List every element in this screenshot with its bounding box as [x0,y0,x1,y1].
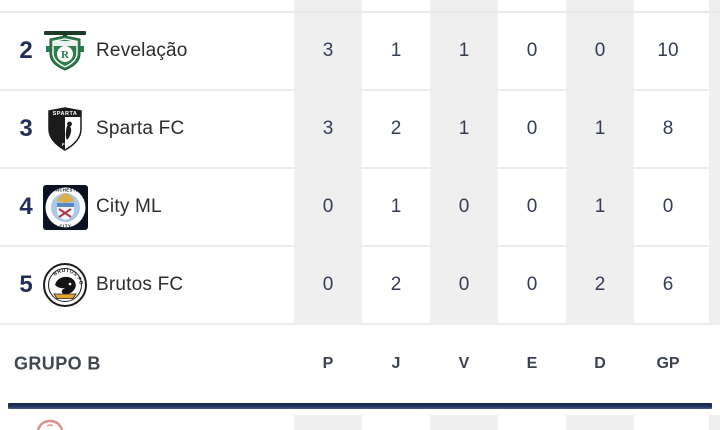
position-number: 5 [19,271,33,298]
cutoff-column-stripe [709,415,720,430]
column-header-e: E [526,355,538,372]
svg-text:CITY: CITY [59,223,71,228]
table-row-partial-bottom [0,415,720,430]
stat-j: 2 [390,118,402,139]
svg-text:R: R [61,49,70,61]
row-stats: 3 2 1 0 1 8 [294,91,702,167]
stat-d: 1 [566,91,634,167]
sparta-crest-icon: SPARTA FC [40,104,90,154]
stat-v: 1 [430,91,498,167]
row-stats: 0 1 0 0 1 0 [294,169,702,245]
cutoff-column-stripe [709,13,720,89]
stat-d: 2 [566,247,634,323]
stat-e: 0 [526,118,538,139]
city-crest-icon: MANCHESTER CITY [40,182,90,232]
group-separator-line [8,403,712,409]
group-b-header: GRUPO B P J V E D GP [0,325,720,403]
table-row-partial-top [0,0,720,13]
svg-text:MANCHESTER: MANCHESTER [48,187,82,192]
stat-j: 1 [390,196,402,217]
table-row-brutos[interactable]: 5 BRUTOS FC Brutos FC 0 2 0 [0,247,720,325]
stat-gp: 10 [657,40,679,61]
brutos-crest-icon: BRUTOS FC [40,260,90,310]
stat-gp: 6 [662,274,674,295]
stat-e: 0 [526,196,538,217]
partial-next-crest-icon [36,419,64,430]
svg-text:FC: FC [62,142,69,147]
row-stats: 0 2 0 0 2 6 [294,247,702,323]
stat-stripes [294,415,702,430]
team-name: City ML [96,196,162,217]
stat-e: 0 [526,40,538,61]
team-name: Sparta FC [96,118,185,139]
position-number: 4 [19,193,33,220]
stat-gp: 0 [662,196,674,217]
column-header-j: J [391,355,401,372]
stat-gp: 8 [662,118,674,139]
stat-v: 1 [430,13,498,89]
column-header-d: D [594,355,606,372]
position-number: 3 [19,115,33,142]
stat-p: 0 [294,169,362,245]
stat-d: 0 [566,13,634,89]
stat-e: 0 [526,274,538,295]
column-header-v: V [458,355,470,372]
table-row-revelacao[interactable]: 2 R Revelação 3 1 1 0 0 [0,13,720,91]
stat-v: 0 [430,247,498,323]
team-name: Revelação [96,40,188,61]
team-name: Brutos FC [96,274,184,295]
revelacao-crest-icon: R [40,26,90,76]
stat-j: 2 [390,274,402,295]
column-header-p: P [322,355,334,372]
group-title: GRUPO B [14,353,101,374]
cutoff-column-stripe [709,247,720,323]
stat-j: 1 [390,40,402,61]
cutoff-column-stripe [709,169,720,245]
column-headers: P J V E D GP [294,325,702,403]
stat-p: 0 [294,247,362,323]
stat-d: 1 [566,169,634,245]
stat-stripes [294,0,702,11]
stat-v: 0 [430,169,498,245]
stat-p: 3 [294,91,362,167]
row-stats: 3 1 1 0 0 10 [294,13,702,89]
stat-p: 3 [294,13,362,89]
column-header-gp: GP [656,355,680,372]
cutoff-column-stripe [709,0,720,11]
svg-text:SPARTA: SPARTA [53,111,78,117]
cutoff-column-stripe [709,91,720,167]
table-row-city[interactable]: 4 MANCHESTER CITY City ML 0 1 0 [0,169,720,247]
position-number: 2 [19,37,33,64]
table-row-sparta[interactable]: 3 SPARTA FC Sparta FC 3 2 1 0 1 8 [0,91,720,169]
